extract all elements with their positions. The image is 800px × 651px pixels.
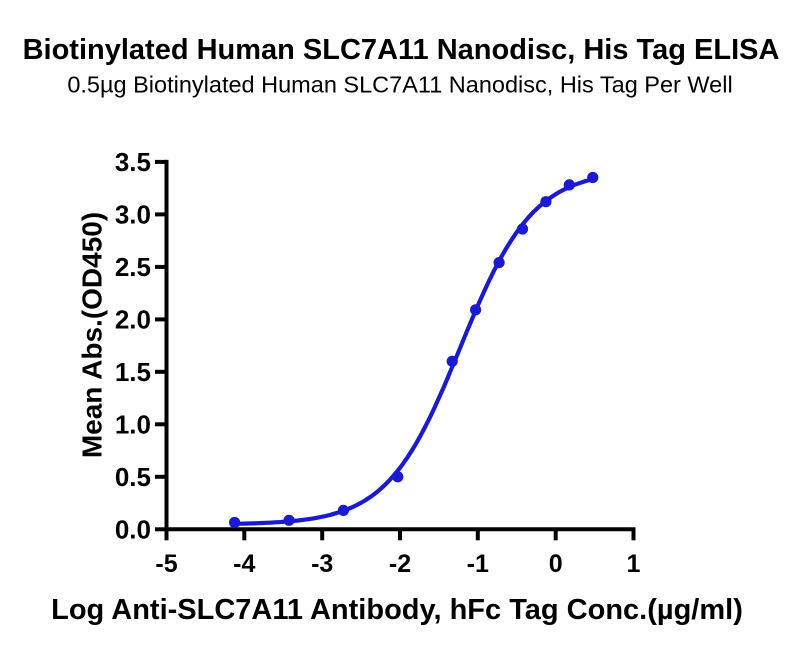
svg-text:-4: -4 (233, 550, 255, 578)
svg-text:0.5: 0.5 (115, 462, 151, 492)
svg-text:Log Anti-SLC7A11 Antibody, hFc: Log Anti-SLC7A11 Antibody, hFc Tag Conc.… (51, 594, 743, 626)
svg-text:1.5: 1.5 (115, 357, 151, 387)
svg-text:2.5: 2.5 (115, 252, 151, 282)
svg-text:0.0: 0.0 (115, 515, 151, 545)
svg-text:2.0: 2.0 (115, 305, 151, 335)
svg-text:3.0: 3.0 (115, 200, 151, 230)
svg-text:Mean Abs.(OD450): Mean Abs.(OD450) (77, 212, 108, 458)
svg-text:-2: -2 (389, 550, 411, 578)
svg-text:-5: -5 (155, 550, 177, 578)
svg-text:1: 1 (627, 550, 641, 578)
svg-text:0: 0 (549, 550, 563, 578)
svg-text:1.0: 1.0 (115, 410, 151, 440)
svg-text:Biotinylated Human SLC7A11 Nan: Biotinylated Human SLC7A11 Nanodisc, His… (23, 34, 780, 66)
svg-text:-3: -3 (311, 550, 333, 578)
svg-text:-1: -1 (467, 550, 489, 578)
svg-text:0.5µg Biotinylated Human SLC7A: 0.5µg Biotinylated Human SLC7A11 Nanodis… (67, 71, 732, 97)
svg-text:3.5: 3.5 (115, 147, 151, 177)
